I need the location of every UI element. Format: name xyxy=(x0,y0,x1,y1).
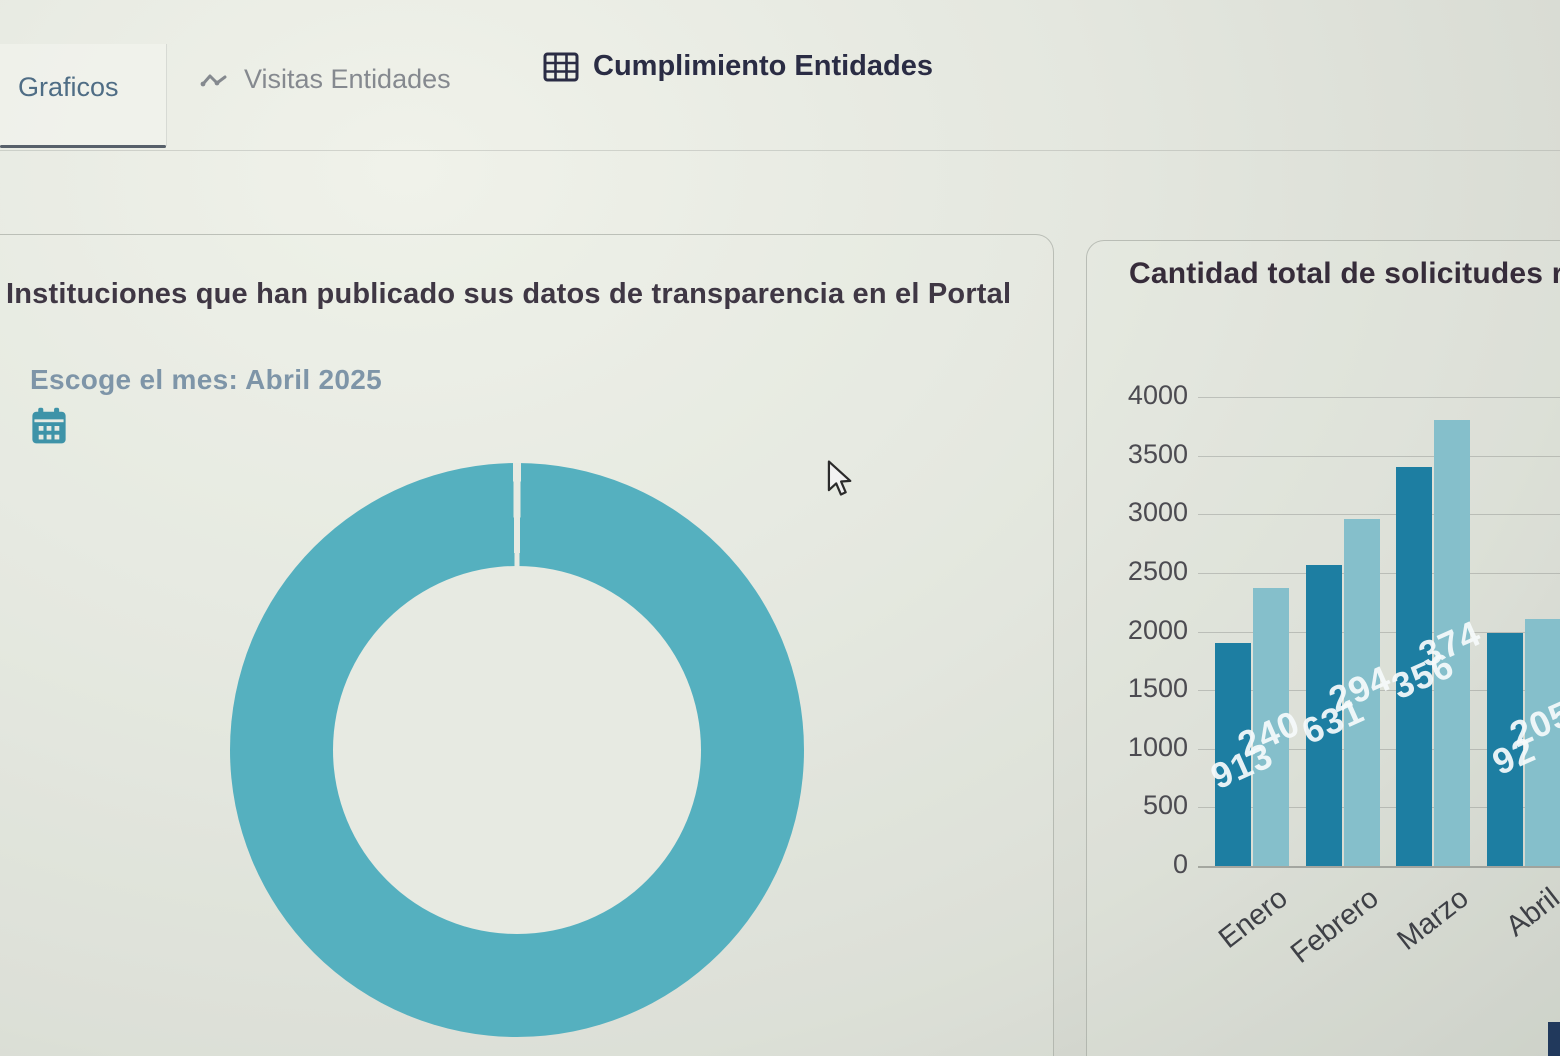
bar-dark-teal-febrero[interactable] xyxy=(1305,564,1342,866)
tab-graficos[interactable]: Graficos xyxy=(18,72,119,103)
y-axis-tick-2500: 2500 xyxy=(1127,555,1188,586)
solicitudes-card-title: Cantidad total de solicitudes re xyxy=(1129,257,1560,290)
calendar-icon[interactable] xyxy=(30,406,68,446)
y-axis-tick-2000: 2000 xyxy=(1127,614,1188,645)
month-selector[interactable]: Escoge el mes: Abril 2025 xyxy=(30,364,382,396)
y-axis-tick-500: 500 xyxy=(1142,790,1188,821)
tab-visitas-label: Visitas Entidades xyxy=(244,64,451,94)
y-axis-tick-4000: 4000 xyxy=(1127,380,1188,410)
gridline-0 xyxy=(1198,866,1560,868)
pulse-icon xyxy=(200,74,227,86)
tab-visitas-entidades[interactable]: Visitas Entidades xyxy=(200,64,451,95)
active-tab-background xyxy=(0,44,167,146)
tab-bar-divider xyxy=(0,150,1560,151)
y-axis-tick-3000: 3000 xyxy=(1127,497,1188,528)
tab-cumplimiento-entidades[interactable]: Cumplimiento Entidades xyxy=(543,50,933,83)
gridline-3500 xyxy=(1198,455,1560,457)
bar-chart: 0 500 1000 1500 2000 2500 3000 3500 4000 913 240 En… xyxy=(1086,240,1560,970)
bottom-right-edge-element xyxy=(1548,1022,1560,1056)
mouse-cursor xyxy=(827,460,852,496)
bar-light-teal-febrero[interactable] xyxy=(1343,518,1380,866)
y-axis-tick-0: 0 xyxy=(1172,849,1188,879)
tab-cumplimiento-label: Cumplimiento Entidades xyxy=(593,50,933,82)
gridline-3000 xyxy=(1198,514,1560,516)
tab-graficos-label: Graficos xyxy=(18,72,119,102)
y-axis-tick-1000: 1000 xyxy=(1127,731,1188,762)
donut-chart[interactable] xyxy=(230,463,804,1037)
transparency-card-title: Instituciones que han publicado sus dato… xyxy=(6,278,1012,310)
gridline-4000 xyxy=(1198,397,1560,398)
table-icon xyxy=(543,52,579,81)
bar-light-teal-enero[interactable] xyxy=(1252,588,1289,866)
month-selector-label: Escoge el mes: Abril 2025 xyxy=(30,364,382,395)
bar-dark-teal-marzo[interactable] xyxy=(1396,467,1432,866)
y-axis-tick-1500: 1500 xyxy=(1127,673,1188,704)
bar-light-teal-abril[interactable] xyxy=(1524,618,1560,866)
active-tab-indicator xyxy=(0,145,166,148)
bar-dark-teal-enero[interactable] xyxy=(1214,643,1251,866)
bar-dark-teal-abril[interactable] xyxy=(1486,633,1523,866)
y-axis-tick-3500: 3500 xyxy=(1127,438,1188,469)
bar-light-teal-marzo[interactable] xyxy=(1434,420,1470,866)
